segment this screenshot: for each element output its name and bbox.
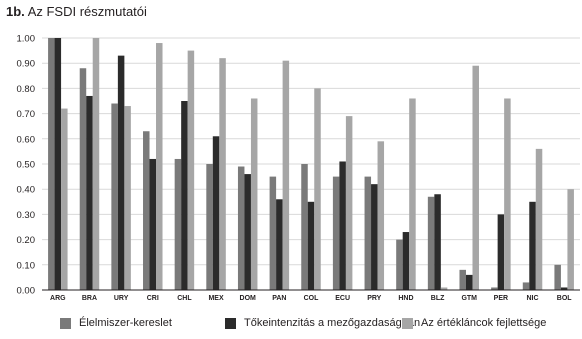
y-tick-label: 0.50: [17, 160, 36, 171]
bar-value-chains: [377, 141, 385, 290]
bar-capital-intensity: [149, 158, 157, 290]
bar-food-demand: [79, 68, 87, 291]
y-tick-label: 0.90: [17, 59, 36, 70]
x-tick-label: DOM: [240, 295, 257, 302]
bar-food-demand: [364, 176, 372, 290]
bar-value-chains: [61, 108, 68, 290]
legend-item-capital-intensity: Tőkeintenzitás a mezőgazdaságban: [225, 317, 420, 329]
bar-food-demand: [554, 264, 561, 290]
y-tick-label: 0.80: [17, 84, 36, 95]
x-tick-label: BLZ: [431, 295, 445, 302]
x-tick-label: BRA: [82, 295, 97, 302]
y-tick-label: 0.30: [17, 210, 36, 221]
x-tick-label: URY: [114, 295, 129, 302]
bar-food-demand: [332, 176, 340, 290]
bar-capital-intensity: [434, 194, 441, 290]
bar-value-chains: [567, 189, 574, 290]
bar-food-demand: [269, 176, 277, 290]
bar-value-chains: [440, 287, 448, 290]
legend-swatch-food-demand: [60, 317, 71, 329]
chart-title-number: 1b.: [6, 4, 25, 19]
bar-food-demand: [427, 196, 435, 290]
bar-capital-intensity: [529, 201, 536, 290]
y-tick-label: 0.60: [17, 134, 36, 145]
bar-food-demand: [206, 164, 213, 290]
bar-value-chains: [92, 38, 100, 290]
x-tick-label: ECU: [335, 295, 350, 302]
bar-value-chains: [187, 50, 195, 290]
bar-food-demand: [174, 158, 182, 290]
x-tick-label: PAN: [272, 295, 286, 302]
x-tick-label: MEX: [208, 295, 224, 302]
legend-swatch-capital-intensity: [225, 317, 236, 329]
legend-item-value-chains: Az értékláncok fejlettsége: [402, 317, 546, 329]
bar-capital-intensity: [54, 38, 62, 290]
bar-food-demand: [522, 282, 530, 290]
y-tick-label: 0.10: [17, 260, 36, 271]
y-tick-label: 0.40: [17, 185, 36, 196]
y-tick-label: 0.20: [17, 235, 36, 246]
bar-value-chains: [250, 98, 258, 290]
x-tick-label: PRY: [367, 295, 381, 302]
bar-capital-intensity: [339, 161, 346, 290]
bar-food-demand: [237, 166, 245, 290]
x-tick-label: COL: [304, 295, 320, 302]
bar-value-chains: [314, 88, 321, 291]
y-tick-label: 0.00: [17, 286, 36, 297]
y-tick-label: 1.00: [17, 34, 36, 45]
bar-capital-intensity: [371, 184, 378, 290]
bar-food-demand: [111, 103, 118, 291]
bar-value-chains: [156, 43, 163, 290]
bar-chart: 0.00 0.10 0.20 0.30 0.40 0.50 0.60 0.70 0.80 0.90…: [17, 34, 580, 302]
bar-value-chains: [535, 148, 543, 290]
bar-capital-intensity: [307, 201, 315, 290]
x-tick-label: ARG: [50, 295, 66, 302]
bar-capital-intensity: [402, 232, 410, 290]
chart-title-text: Az FSDI részmutatói: [27, 4, 147, 19]
bar-food-demand: [459, 269, 466, 290]
bar-capital-intensity: [465, 274, 473, 290]
bar-capital-intensity: [181, 101, 188, 290]
x-tick-label: BOL: [557, 295, 573, 302]
bar-value-chains: [219, 58, 226, 290]
legend-item-food-demand: Élelmiszer-kereslet: [60, 317, 172, 329]
x-tick-label: CHL: [177, 295, 192, 302]
bar-value-chains: [282, 60, 290, 291]
x-tick-label: PER: [494, 295, 508, 302]
x-tick-label: NIC: [526, 295, 538, 302]
x-tick-label: CRI: [147, 295, 159, 302]
bar-food-demand: [491, 287, 498, 290]
x-tick-label: HND: [398, 295, 413, 302]
bar-value-chains: [124, 106, 131, 290]
bar-food-demand: [396, 239, 403, 290]
legend-label-capital-intensity: Tőkeintenzitás a mezőgazdaságban: [244, 317, 421, 329]
bar-value-chains: [409, 98, 416, 290]
chart-title: 1b. Az FSDI részmutatói: [6, 4, 147, 19]
bar-capital-intensity: [497, 214, 505, 290]
bar-capital-intensity: [86, 95, 93, 291]
bar-food-demand: [48, 38, 55, 290]
bar-capital-intensity: [560, 287, 568, 290]
bar-value-chains: [504, 98, 511, 290]
bar-capital-intensity: [244, 174, 251, 290]
legend-swatch-value-chains: [402, 317, 413, 329]
y-tick-label: 0.70: [17, 109, 36, 120]
legend-label-food-demand: Élelmiszer-kereslet: [79, 317, 172, 329]
chart-legend: Élelmiszer-kereslet Tőkeintenzitás a mez…: [0, 317, 582, 335]
bar-capital-intensity: [117, 55, 125, 290]
x-tick-label: GTM: [461, 295, 477, 302]
legend-label-value-chains: Az értékláncok fejlettsége: [421, 317, 547, 329]
bar-value-chains: [472, 65, 479, 290]
bar-capital-intensity: [276, 199, 283, 290]
bar-food-demand: [143, 131, 150, 290]
bar-value-chains: [345, 116, 353, 291]
bar-food-demand: [301, 164, 308, 290]
bar-capital-intensity: [212, 136, 220, 290]
